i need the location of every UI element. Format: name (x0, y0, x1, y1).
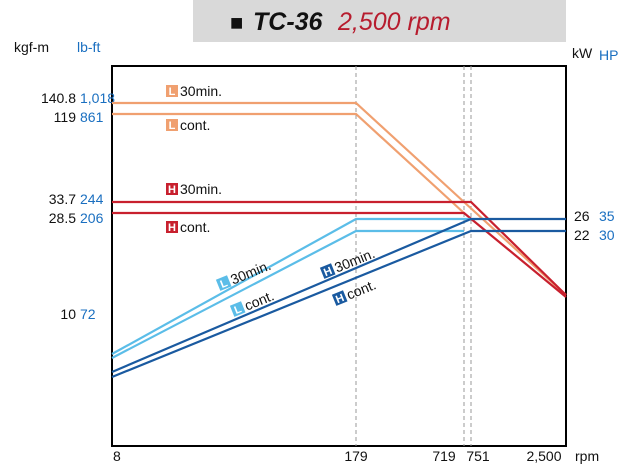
series-badge (229, 301, 246, 317)
left-unit-kgfm: kgf-m (14, 39, 49, 55)
power-line (111, 217, 471, 355)
x-tick-label: 8 (113, 448, 121, 464)
series-badge-letter: L (169, 120, 176, 132)
left-unit-lbft: lb-ft (77, 39, 100, 55)
title-bar (193, 0, 566, 42)
power-line (111, 217, 566, 374)
y-tick-kgfm: 33.7 (49, 191, 76, 207)
series-badge-letter: L (219, 277, 230, 291)
torque-line (112, 112, 465, 214)
x-tick-label: 719 (432, 448, 456, 464)
series-label-text: 30min. (180, 181, 222, 197)
torque-line (112, 211, 567, 298)
series-badge (166, 221, 178, 233)
series-label-text: 30min. (228, 257, 273, 288)
y-tick-kw: 22 (574, 227, 590, 243)
x-unit-rpm: rpm (575, 448, 599, 464)
x-tick-label: 2,500 (526, 448, 561, 464)
y-tick-kgfm: 28.5 (49, 210, 76, 226)
plot-frame (111, 65, 567, 447)
y-tick-lbft: 72 (80, 306, 96, 322)
label-torque-l-30min: L 30min. (166, 83, 222, 99)
power-line (111, 229, 464, 359)
series-badge (215, 275, 232, 291)
y-tick-kgfm: 119 (54, 109, 77, 125)
y-tick-lbft: 206 (80, 210, 104, 226)
y-tick-lbft: 244 (80, 191, 104, 207)
y-tick-lbft: 1,018 (80, 90, 115, 106)
series-label-text: 30min. (180, 83, 222, 99)
y-tick-kgfm: 10 (60, 306, 76, 322)
title-marker: ■ (230, 10, 243, 35)
x-tick-label: 751 (466, 448, 490, 464)
series-badge-letter: H (168, 222, 176, 234)
series-label-text: cont. (180, 117, 210, 133)
series-label-text: cont. (180, 219, 210, 235)
series-badge (166, 119, 178, 131)
series-badge-letter: H (168, 184, 176, 196)
torque-line (112, 200, 567, 296)
series-badge-letter: L (169, 86, 176, 98)
series-badge (166, 183, 178, 195)
y-tick-kw: 26 (574, 208, 590, 224)
label-torque-h-30min: H 30min. (166, 181, 222, 197)
series-badge (331, 290, 348, 306)
title-speed: 2,500 rpm (337, 8, 451, 36)
y-tick-hp: 35 (599, 208, 615, 224)
series-badge-letter: H (334, 292, 346, 306)
right-unit-hp: HP (599, 47, 618, 63)
title-model: TC-36 (253, 8, 324, 36)
series-badge (319, 263, 336, 279)
x-tick-label: 179 (344, 448, 368, 464)
y-tick-lbft: 861 (80, 109, 104, 125)
torque-line (112, 101, 567, 296)
y-tick-kgfm: 140.8 (41, 90, 76, 106)
series-badge-letter: H (322, 265, 334, 279)
series-badge-letter: L (233, 303, 244, 317)
y-tick-hp: 30 (599, 227, 615, 243)
power-line (111, 229, 566, 379)
right-unit-kw: kW (572, 45, 593, 61)
series-badge (166, 85, 178, 97)
